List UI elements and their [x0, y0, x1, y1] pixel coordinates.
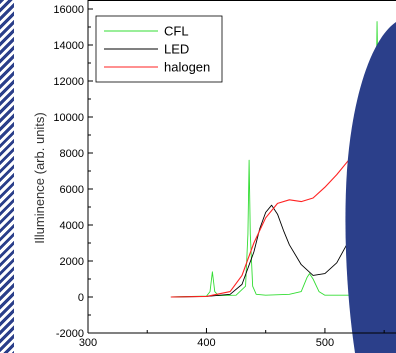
ticks-layer: -2000 0 2000 4000 6000 8000 10000 12000 14000 160…	[53, 4, 385, 349]
y-tick-label: 6000	[60, 184, 84, 196]
y-tick-label: -2000	[56, 328, 84, 340]
x-tick-label: 400	[197, 337, 215, 349]
axes-layer	[87, 0, 396, 334]
legend-label-halogen: halogen	[164, 60, 210, 75]
y-tick-label: 8000	[60, 148, 84, 160]
x-tick-label: 500	[316, 337, 334, 349]
x-tick-label: 300	[79, 337, 97, 349]
y-tick-label: 12000	[53, 76, 84, 88]
series-line-led	[170, 112, 396, 298]
legend: CFL LED halogen	[95, 15, 223, 83]
decorative-stripe	[0, 0, 14, 353]
slide-panel-decoration	[345, 22, 396, 353]
y-tick-label: 4000	[60, 220, 84, 232]
y-tick-label: 0	[78, 292, 84, 304]
y-tick-label: 2000	[60, 256, 84, 268]
y-tick-label: 16000	[53, 4, 84, 16]
y-tick-label: 14000	[53, 40, 84, 52]
series-line-halogen	[170, 89, 396, 298]
y-axis-title: Illuminence (arb. units)	[32, 112, 47, 244]
legend-label-led: LED	[164, 42, 189, 57]
y-tick-label: 10000	[53, 112, 84, 124]
legend-label-cfl: CFL	[164, 24, 189, 39]
